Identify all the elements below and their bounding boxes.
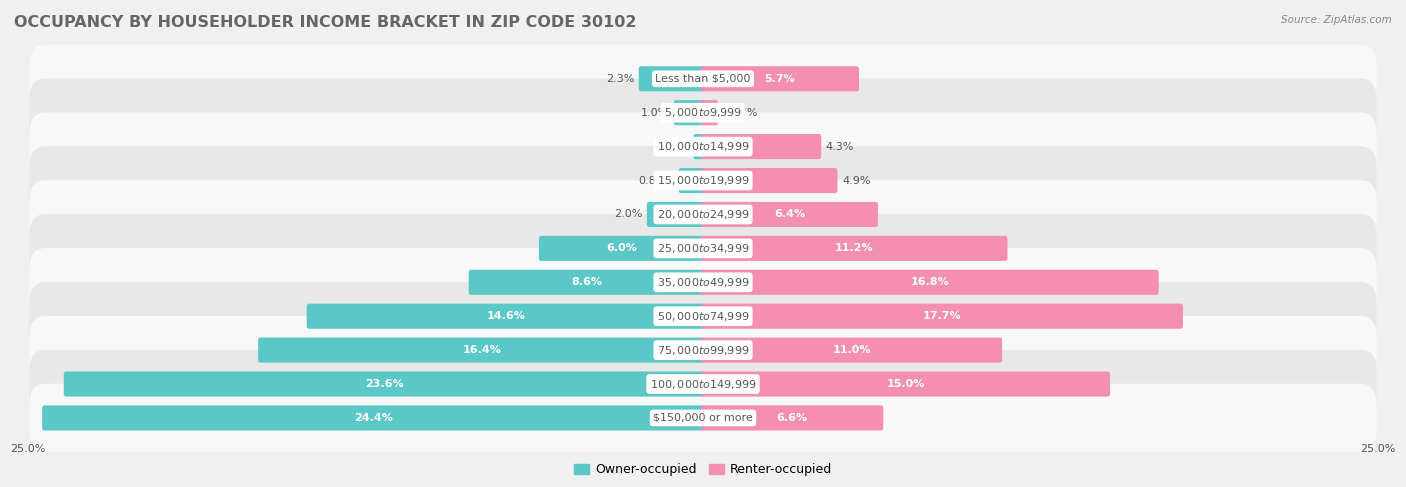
FancyBboxPatch shape <box>693 134 706 159</box>
FancyBboxPatch shape <box>700 304 1182 329</box>
FancyBboxPatch shape <box>538 236 706 261</box>
Text: $10,000 to $14,999: $10,000 to $14,999 <box>657 140 749 153</box>
FancyBboxPatch shape <box>30 350 1376 418</box>
Text: 6.4%: 6.4% <box>773 209 806 220</box>
FancyBboxPatch shape <box>700 66 859 92</box>
FancyBboxPatch shape <box>700 100 718 125</box>
Text: $5,000 to $9,999: $5,000 to $9,999 <box>664 106 742 119</box>
Text: $35,000 to $49,999: $35,000 to $49,999 <box>657 276 749 289</box>
Text: $25,000 to $34,999: $25,000 to $34,999 <box>657 242 749 255</box>
Text: 4.3%: 4.3% <box>825 142 855 151</box>
Text: 1.0%: 1.0% <box>641 108 669 118</box>
FancyBboxPatch shape <box>30 180 1376 249</box>
FancyBboxPatch shape <box>30 78 1376 147</box>
FancyBboxPatch shape <box>30 248 1376 317</box>
Text: 15.0%: 15.0% <box>886 379 925 389</box>
FancyBboxPatch shape <box>700 168 838 193</box>
FancyBboxPatch shape <box>30 384 1376 452</box>
FancyBboxPatch shape <box>259 337 706 363</box>
Text: $50,000 to $74,999: $50,000 to $74,999 <box>657 310 749 323</box>
Text: $100,000 to $149,999: $100,000 to $149,999 <box>650 377 756 391</box>
FancyBboxPatch shape <box>700 270 1159 295</box>
Text: 16.4%: 16.4% <box>463 345 501 355</box>
Text: 2.3%: 2.3% <box>606 74 634 84</box>
Text: 0.47%: 0.47% <box>723 108 758 118</box>
FancyBboxPatch shape <box>30 214 1376 282</box>
Text: 0.28%: 0.28% <box>654 142 689 151</box>
Text: 24.4%: 24.4% <box>354 413 394 423</box>
FancyBboxPatch shape <box>42 405 706 431</box>
Text: 11.2%: 11.2% <box>835 244 873 253</box>
Text: 11.0%: 11.0% <box>832 345 870 355</box>
FancyBboxPatch shape <box>700 202 877 227</box>
FancyBboxPatch shape <box>700 134 821 159</box>
FancyBboxPatch shape <box>700 405 883 431</box>
FancyBboxPatch shape <box>30 44 1376 113</box>
Text: $75,000 to $99,999: $75,000 to $99,999 <box>657 344 749 356</box>
Text: $150,000 or more: $150,000 or more <box>654 413 752 423</box>
FancyBboxPatch shape <box>468 270 706 295</box>
FancyBboxPatch shape <box>30 282 1376 351</box>
FancyBboxPatch shape <box>30 316 1376 384</box>
Text: 8.6%: 8.6% <box>571 277 602 287</box>
Legend: Owner-occupied, Renter-occupied: Owner-occupied, Renter-occupied <box>568 458 838 482</box>
Text: 17.7%: 17.7% <box>922 311 962 321</box>
Text: 23.6%: 23.6% <box>366 379 404 389</box>
FancyBboxPatch shape <box>647 202 706 227</box>
Text: $20,000 to $24,999: $20,000 to $24,999 <box>657 208 749 221</box>
Text: 16.8%: 16.8% <box>910 277 949 287</box>
Text: 4.9%: 4.9% <box>842 175 870 186</box>
Text: 14.6%: 14.6% <box>486 311 526 321</box>
Text: 6.0%: 6.0% <box>606 244 637 253</box>
Text: 5.7%: 5.7% <box>765 74 796 84</box>
Text: 2.0%: 2.0% <box>614 209 643 220</box>
Text: 6.6%: 6.6% <box>776 413 807 423</box>
FancyBboxPatch shape <box>307 304 706 329</box>
FancyBboxPatch shape <box>63 372 706 396</box>
Text: $15,000 to $19,999: $15,000 to $19,999 <box>657 174 749 187</box>
FancyBboxPatch shape <box>700 337 1002 363</box>
Text: 0.82%: 0.82% <box>638 175 673 186</box>
FancyBboxPatch shape <box>700 372 1111 396</box>
Text: Source: ZipAtlas.com: Source: ZipAtlas.com <box>1281 15 1392 25</box>
FancyBboxPatch shape <box>673 100 706 125</box>
Text: Less than $5,000: Less than $5,000 <box>655 74 751 84</box>
FancyBboxPatch shape <box>30 112 1376 181</box>
FancyBboxPatch shape <box>700 236 1008 261</box>
FancyBboxPatch shape <box>638 66 706 92</box>
Text: OCCUPANCY BY HOUSEHOLDER INCOME BRACKET IN ZIP CODE 30102: OCCUPANCY BY HOUSEHOLDER INCOME BRACKET … <box>14 15 637 30</box>
FancyBboxPatch shape <box>30 146 1376 215</box>
FancyBboxPatch shape <box>679 168 706 193</box>
